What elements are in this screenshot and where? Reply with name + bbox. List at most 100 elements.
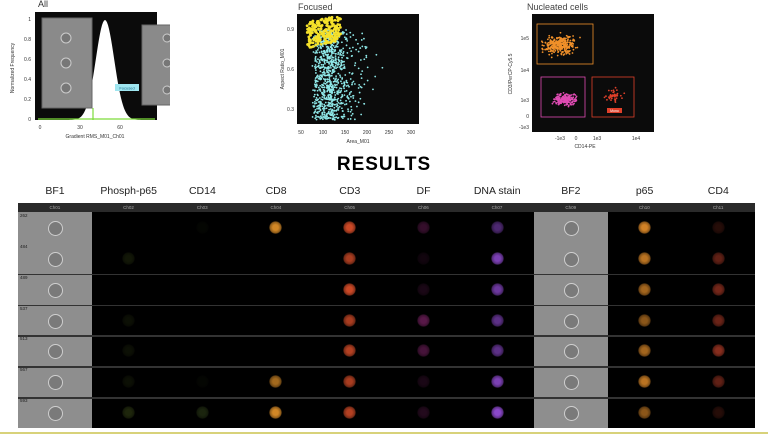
- cell-image: [269, 220, 283, 234]
- data-point: [314, 72, 317, 74]
- data-point: [561, 95, 564, 98]
- data-point: [316, 49, 319, 51]
- y-tick-label: 0.2: [24, 97, 31, 103]
- data-point: [336, 113, 338, 116]
- y-tick-label: 0.3: [287, 107, 294, 113]
- data-point: [314, 64, 317, 66]
- data-point: [562, 40, 564, 42]
- data-point: [343, 82, 346, 85]
- data-point: [329, 75, 332, 77]
- cell-image: [564, 282, 580, 298]
- cell-image: [711, 406, 725, 420]
- data-point: [563, 46, 566, 49]
- data-point: [553, 44, 556, 47]
- data-point: [560, 102, 562, 104]
- gated-point: [332, 32, 336, 36]
- data-point: [328, 102, 331, 104]
- object-id: 484: [20, 243, 28, 249]
- data-point: [343, 31, 345, 34]
- cell-image: [343, 282, 357, 296]
- channel-label: Ch07: [491, 205, 503, 210]
- data-point: [381, 66, 384, 69]
- data-point: [331, 98, 334, 101]
- data-point: [359, 97, 362, 100]
- data-point: [567, 36, 570, 39]
- gated-point: [328, 34, 332, 38]
- x-axis-label: CD14-PE: [574, 144, 596, 150]
- data-point: [559, 47, 561, 50]
- data-point: [319, 67, 322, 70]
- data-point: [557, 101, 560, 104]
- data-point: [345, 99, 347, 102]
- gated-point: [327, 26, 331, 30]
- y-tick-label: 0: [28, 117, 31, 123]
- data-point: [311, 116, 314, 118]
- data-point: [555, 97, 558, 100]
- data-point: [568, 53, 571, 55]
- data-point: [542, 44, 545, 47]
- cell-image: [490, 406, 504, 420]
- data-point: [329, 83, 332, 86]
- x-tick-label: -1e3: [555, 136, 565, 142]
- data-point: [336, 92, 338, 95]
- data-point: [339, 76, 342, 78]
- data-point: [559, 42, 562, 45]
- data-point: [324, 80, 327, 82]
- data-point: [337, 72, 340, 75]
- gated-point: [309, 38, 312, 42]
- data-point: [335, 59, 337, 61]
- data-point: [319, 90, 322, 92]
- x-tick-label: 30: [77, 125, 83, 131]
- y-tick-label: 0.6: [24, 57, 31, 63]
- data-point: [323, 61, 326, 64]
- data-point: [343, 113, 345, 116]
- gated-point: [333, 18, 337, 22]
- gate-label-box: [115, 84, 139, 91]
- data-point: [335, 86, 338, 89]
- data-point: [333, 66, 336, 69]
- data-point: [553, 51, 555, 54]
- data-point: [344, 38, 347, 41]
- gated-point: [326, 24, 329, 28]
- data-point: [321, 86, 324, 89]
- cell-image: [564, 406, 580, 422]
- data-point: [340, 101, 343, 104]
- data-point: [313, 101, 316, 103]
- data-point: [361, 32, 364, 35]
- data-point: [343, 87, 345, 90]
- data-point: [326, 68, 328, 70]
- data-point: [359, 59, 362, 61]
- cell-image: [637, 282, 651, 296]
- data-point: [334, 49, 336, 52]
- data-point: [328, 57, 331, 60]
- data-point: [333, 118, 336, 121]
- data-point: [351, 54, 353, 57]
- data-point: [556, 54, 559, 57]
- all-plot-title: All: [36, 0, 51, 9]
- data-point: [335, 52, 337, 55]
- data-point: [375, 53, 378, 56]
- data-point: [326, 48, 329, 51]
- data-point: [322, 71, 325, 74]
- data-point: [319, 100, 322, 103]
- data-point: [321, 118, 324, 121]
- data-point: [341, 77, 344, 79]
- data-point: [333, 113, 336, 116]
- row-divider: [18, 304, 755, 307]
- gated-point: [317, 39, 320, 43]
- data-point: [557, 42, 560, 45]
- data-point: [330, 83, 333, 86]
- cell-image: [122, 313, 136, 327]
- data-point: [553, 48, 556, 51]
- channel-label: Ch11: [712, 205, 724, 210]
- focused-plot-title: Focused: [298, 2, 333, 12]
- data-point: [339, 99, 342, 102]
- gated-point: [324, 20, 327, 24]
- data-point: [331, 109, 334, 112]
- data-point: [562, 100, 565, 103]
- data-point: [320, 116, 322, 119]
- data-point: [330, 49, 333, 51]
- data-point: [561, 45, 564, 48]
- data-point: [320, 47, 322, 50]
- data-point: [332, 60, 334, 63]
